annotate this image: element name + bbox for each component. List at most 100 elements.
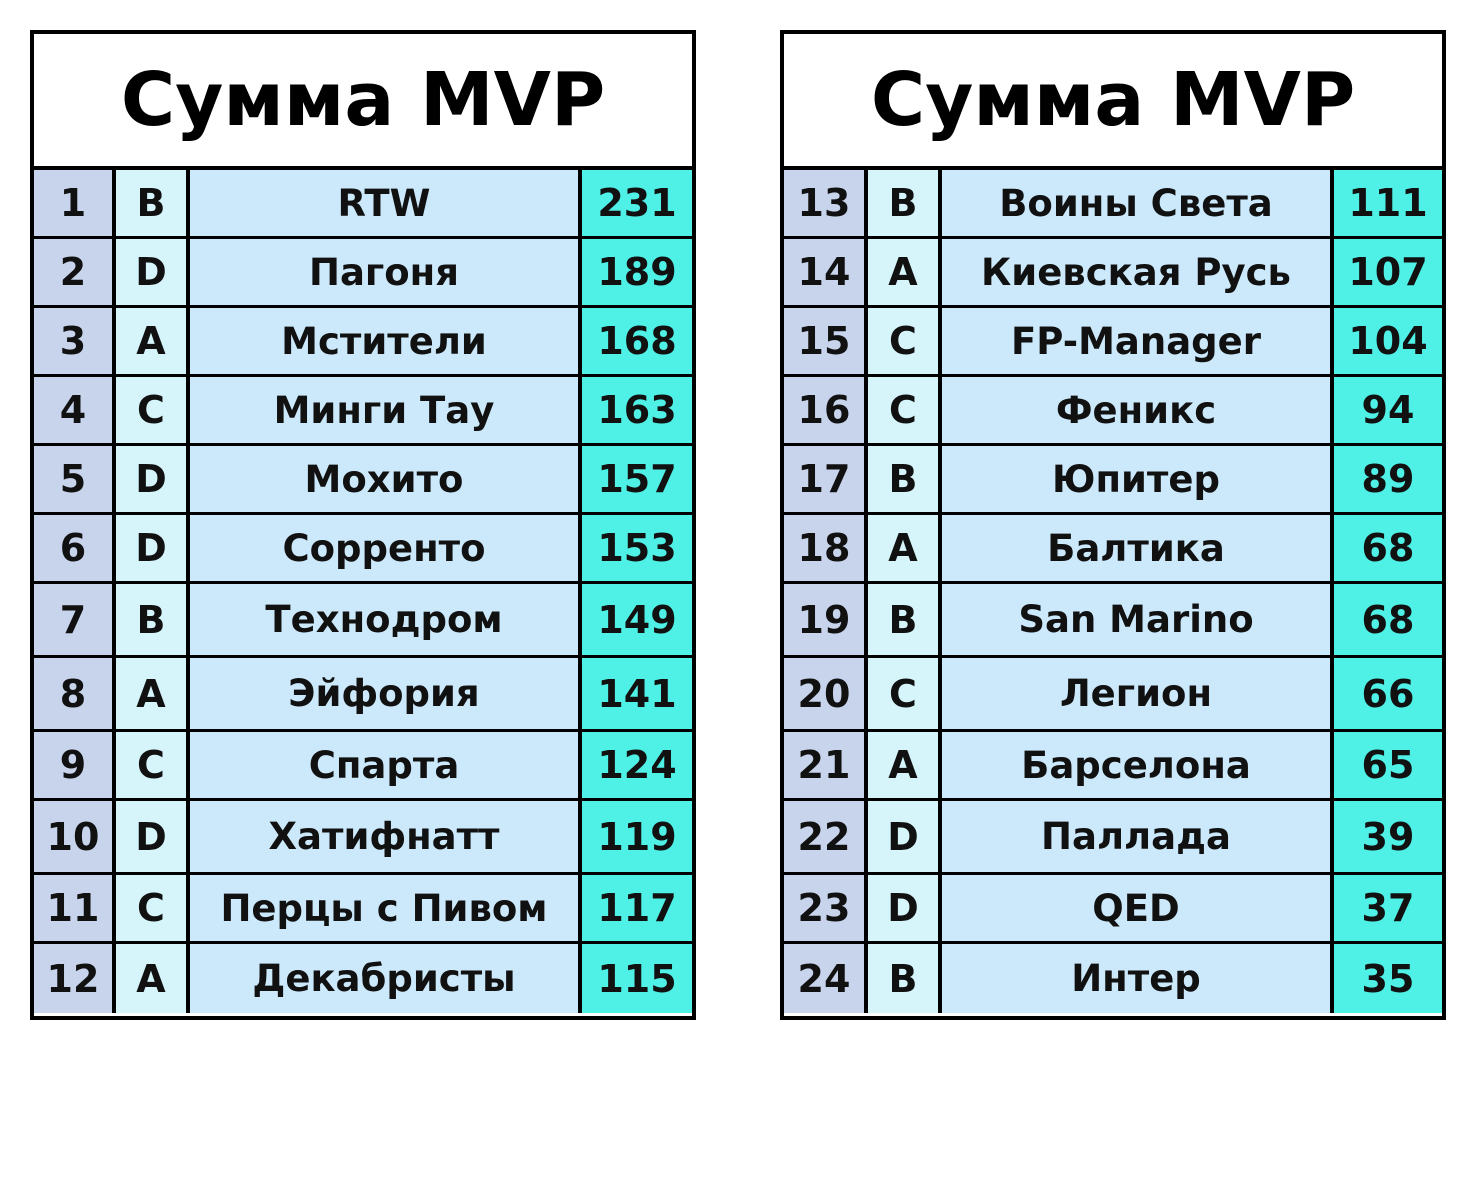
team-cell: Воины Света (942, 170, 1334, 236)
division-cell: A (116, 944, 190, 1013)
mvp-table-right: Сумма MVP 13 B Воины Света 111 14 A Киев… (780, 30, 1446, 1020)
team-cell: Киевская Русь (942, 239, 1334, 305)
mvp-sum-cell: 153 (582, 515, 692, 581)
table-row: 23 D QED 37 (784, 875, 1442, 944)
table-row: 3 A Мстители 168 (34, 308, 692, 377)
rank-cell: 13 (784, 170, 868, 236)
table-row: 19 B San Marino 68 (784, 584, 1442, 658)
table-row: 16 C Феникс 94 (784, 377, 1442, 446)
rank-cell: 24 (784, 944, 868, 1013)
team-cell: QED (942, 875, 1334, 941)
team-cell: Технодром (190, 584, 582, 655)
rank-cell: 12 (34, 944, 116, 1013)
rank-cell: 20 (784, 658, 868, 729)
rank-cell: 2 (34, 239, 116, 305)
division-cell: C (868, 377, 942, 443)
table-title: Сумма MVP (784, 34, 1442, 170)
rank-cell: 1 (34, 170, 116, 236)
team-cell: Спарта (190, 732, 582, 798)
team-cell: Интер (942, 944, 1334, 1013)
mvp-sum-cell: 37 (1334, 875, 1442, 941)
division-cell: D (116, 515, 190, 581)
division-cell: C (116, 732, 190, 798)
mvp-sum-cell: 231 (582, 170, 692, 236)
division-cell: B (116, 170, 190, 236)
table-row: 17 B Юпитер 89 (784, 446, 1442, 515)
rank-cell: 7 (34, 584, 116, 655)
rank-cell: 14 (784, 239, 868, 305)
table-row: 21 A Барселона 65 (784, 732, 1442, 801)
mvp-sum-cell: 107 (1334, 239, 1442, 305)
table-row: 4 C Минги Тау 163 (34, 377, 692, 446)
team-cell: Декабристы (190, 944, 582, 1013)
division-cell: C (116, 377, 190, 443)
division-cell: D (868, 875, 942, 941)
mvp-sum-cell: 115 (582, 944, 692, 1013)
mvp-sum-cell: 94 (1334, 377, 1442, 443)
division-cell: B (868, 170, 942, 236)
mvp-sum-cell: 65 (1334, 732, 1442, 798)
rank-cell: 4 (34, 377, 116, 443)
table-row: 9 C Спарта 124 (34, 732, 692, 801)
table-row: 10 D Хатифнатт 119 (34, 801, 692, 875)
division-cell: B (868, 584, 942, 655)
rank-cell: 19 (784, 584, 868, 655)
mvp-sum-cell: 111 (1334, 170, 1442, 236)
rank-cell: 5 (34, 446, 116, 512)
team-cell: Мстители (190, 308, 582, 374)
mvp-sum-cell: 68 (1334, 584, 1442, 655)
rank-cell: 21 (784, 732, 868, 798)
division-cell: D (116, 239, 190, 305)
rank-cell: 8 (34, 658, 116, 729)
table-row: 18 A Балтика 68 (784, 515, 1442, 584)
team-cell: Барселона (942, 732, 1334, 798)
division-cell: A (116, 308, 190, 374)
table-row: 2 D Пагоня 189 (34, 239, 692, 308)
mvp-sum-cell: 163 (582, 377, 692, 443)
rank-cell: 15 (784, 308, 868, 374)
mvp-sum-cell: 117 (582, 875, 692, 941)
mvp-sum-cell: 39 (1334, 801, 1442, 872)
mvp-sum-cell: 35 (1334, 944, 1442, 1013)
mvp-sum-cell: 124 (582, 732, 692, 798)
table-row: 24 B Интер 35 (784, 944, 1442, 1013)
table-body: 1 B RTW 231 2 D Пагоня 189 3 A Мстители … (34, 170, 692, 1013)
team-cell: Минги Тау (190, 377, 582, 443)
rank-cell: 11 (34, 875, 116, 941)
team-cell: FP-Manager (942, 308, 1334, 374)
rank-cell: 9 (34, 732, 116, 798)
table-row: 5 D Мохито 157 (34, 446, 692, 515)
table-body: 13 B Воины Света 111 14 A Киевская Русь … (784, 170, 1442, 1013)
division-cell: B (868, 944, 942, 1013)
rank-cell: 16 (784, 377, 868, 443)
mvp-sum-cell: 66 (1334, 658, 1442, 729)
division-cell: D (116, 801, 190, 872)
table-row: 22 D Паллада 39 (784, 801, 1442, 875)
mvp-sum-cell: 149 (582, 584, 692, 655)
rank-cell: 22 (784, 801, 868, 872)
mvp-table-left: Сумма MVP 1 B RTW 231 2 D Пагоня 189 3 A… (30, 30, 696, 1020)
mvp-sum-cell: 89 (1334, 446, 1442, 512)
mvp-sum-cell: 119 (582, 801, 692, 872)
division-cell: A (116, 658, 190, 729)
table-row: 20 C Легион 66 (784, 658, 1442, 732)
table-row: 7 B Технодром 149 (34, 584, 692, 658)
team-cell: Мохито (190, 446, 582, 512)
table-row: 1 B RTW 231 (34, 170, 692, 239)
team-cell: Легион (942, 658, 1334, 729)
division-cell: D (868, 801, 942, 872)
rank-cell: 6 (34, 515, 116, 581)
division-cell: A (868, 515, 942, 581)
division-cell: B (116, 584, 190, 655)
team-cell: Эйфория (190, 658, 582, 729)
rank-cell: 17 (784, 446, 868, 512)
team-cell: Юпитер (942, 446, 1334, 512)
rank-cell: 23 (784, 875, 868, 941)
division-cell: A (868, 732, 942, 798)
rank-cell: 18 (784, 515, 868, 581)
rank-cell: 3 (34, 308, 116, 374)
mvp-sum-cell: 141 (582, 658, 692, 729)
team-cell: Паллада (942, 801, 1334, 872)
division-cell: C (868, 308, 942, 374)
division-cell: A (868, 239, 942, 305)
